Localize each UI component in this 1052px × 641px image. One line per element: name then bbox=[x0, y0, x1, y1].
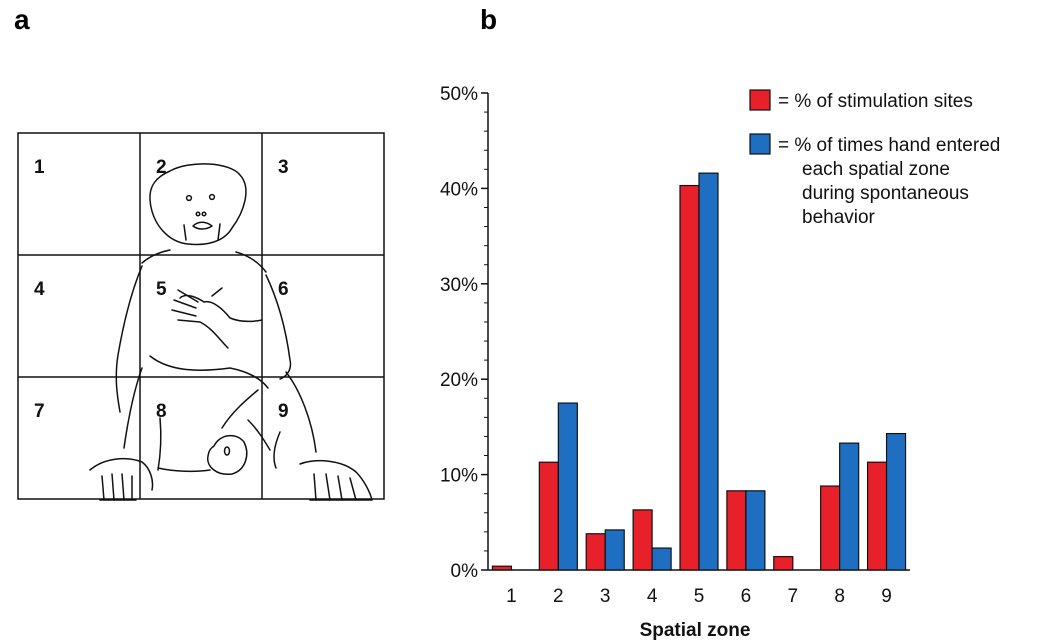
panel-a-label: a bbox=[14, 4, 30, 35]
zone-label-9: 9 bbox=[278, 401, 289, 422]
zone-grid bbox=[17, 132, 385, 500]
legend: = % of stimulation sites = % of times han… bbox=[749, 89, 1000, 228]
zone-label-5: 5 bbox=[156, 279, 167, 300]
bar-stim-zone-4 bbox=[632, 509, 653, 571]
legend-swatch-stim bbox=[749, 89, 771, 111]
legend-label-line: behavior bbox=[802, 207, 876, 228]
x-tick-label: 2 bbox=[553, 586, 564, 607]
legend-label-line: = % of stimulation sites bbox=[778, 91, 973, 112]
zone-label-7: 7 bbox=[34, 401, 45, 422]
y-tick-label: 30% bbox=[440, 275, 478, 296]
bar-stim-zone-3 bbox=[585, 533, 606, 571]
y-tick-label: 0% bbox=[451, 561, 479, 582]
bar-stim-zone-2 bbox=[538, 461, 559, 571]
x-tick-label: 6 bbox=[741, 586, 752, 607]
x-tick-label: 4 bbox=[647, 586, 658, 607]
bar-hand-zone-5 bbox=[698, 172, 719, 571]
legend-label-line: during spontaneous bbox=[802, 183, 969, 204]
x-tick-label: 3 bbox=[600, 586, 611, 607]
y-tick-label: 10% bbox=[440, 466, 478, 487]
zone-label-2: 2 bbox=[156, 157, 167, 178]
y-tick-label: 50% bbox=[440, 84, 478, 105]
monkey-grid-figure: 1 2 3 4 5 6 7 8 9 bbox=[17, 132, 385, 501]
bar-chart: 0%10%20%30%40%50%1 2 3 4 5 6 7 8 9 Spatial zone … bbox=[440, 84, 1000, 641]
monkey-drawing bbox=[89, 163, 373, 501]
x-tick-label: 1 bbox=[506, 586, 517, 607]
x-tick-label: 9 bbox=[881, 586, 892, 607]
zone-labels: 1 2 3 4 5 6 7 8 9 bbox=[34, 157, 289, 422]
zone-label-4: 4 bbox=[34, 279, 45, 300]
bar-stim-zone-7 bbox=[773, 556, 794, 571]
bar-stim-zone-8 bbox=[820, 485, 841, 571]
bar-stim-zone-1 bbox=[491, 565, 513, 571]
x-axis-title: Spatial zone bbox=[640, 620, 751, 641]
bar-hand-zone-8 bbox=[839, 442, 860, 571]
zone-label-8: 8 bbox=[156, 401, 167, 422]
zone-label-3: 3 bbox=[278, 157, 289, 178]
y-tick-label: 40% bbox=[440, 179, 478, 200]
y-tick-label: 20% bbox=[440, 370, 478, 391]
bar-stim-zone-9 bbox=[866, 461, 888, 571]
legend-label-line: each spatial zone bbox=[802, 159, 950, 180]
x-tick-label: 5 bbox=[694, 586, 705, 607]
grid-outline bbox=[17, 132, 385, 500]
x-tick-label: 8 bbox=[834, 586, 845, 607]
bar-hand-zone-3 bbox=[604, 529, 625, 571]
zone-label-1: 1 bbox=[34, 157, 45, 178]
x-tick-label: 7 bbox=[787, 586, 798, 607]
bar-hand-zone-4 bbox=[651, 547, 672, 571]
legend-swatch-hand bbox=[749, 133, 771, 155]
bar-hand-zone-9 bbox=[885, 432, 907, 571]
legend-label-line: = % of times hand entered bbox=[778, 135, 1000, 156]
chart-bars bbox=[491, 172, 907, 571]
bar-hand-zone-6 bbox=[745, 490, 766, 571]
panel-b-label: b bbox=[480, 4, 498, 35]
bar-hand-zone-2 bbox=[557, 402, 578, 571]
zone-label-6: 6 bbox=[278, 279, 289, 300]
bar-stim-zone-5 bbox=[679, 184, 700, 571]
chart-ticks: 0% 10% 20% 30% 40% 50% 1 2 3 4 5 6 7 8 9 bbox=[440, 84, 892, 607]
bar-stim-zone-6 bbox=[726, 490, 747, 571]
